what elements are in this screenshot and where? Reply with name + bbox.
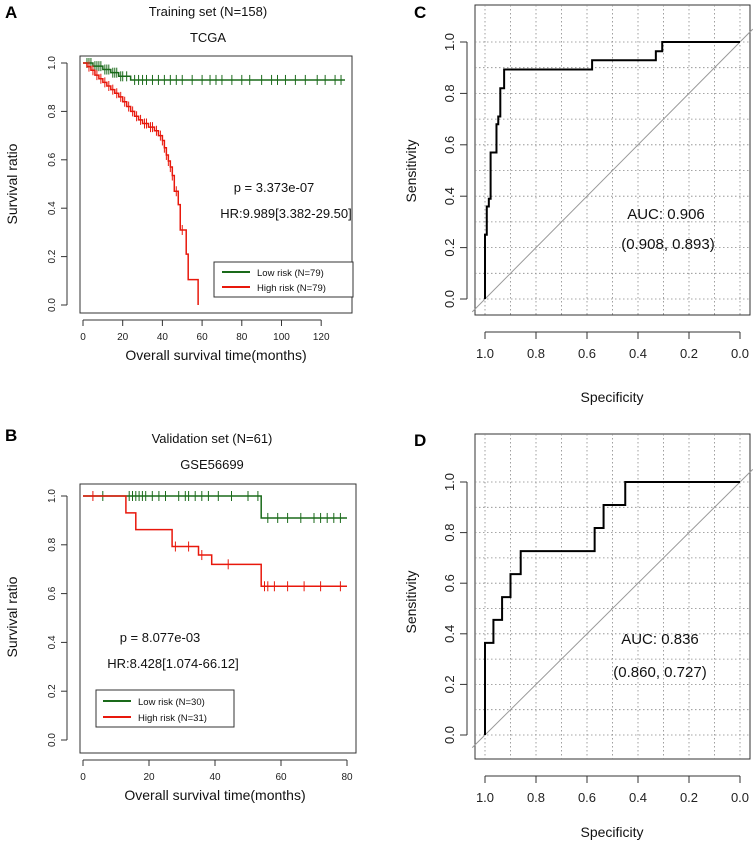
panel-b-legend: Low risk (N=30) High risk (N=31) — [95, 689, 235, 728]
panel-a-ylabel: Survival ratio — [4, 143, 20, 224]
panel-a-plot-frame — [79, 55, 353, 314]
panel-a-pvalue: p = 3.373e-07 — [234, 180, 315, 195]
panel-d-xtick-label: 0.8 — [527, 790, 545, 805]
panel-b-xtick-label: 0 — [80, 772, 86, 783]
panel-c: C 1.0 0.8 0.6 0.4 0.2 0.0 0.0 0.2 0.4 0.6 0.8 1.0 S… — [403, 3, 754, 405]
panel-b-plot-frame — [79, 483, 357, 754]
panel-c-roc-curve — [484, 41, 740, 299]
panel-b-ytick-label: 0.6 — [47, 586, 58, 600]
panel-d-xtick-label: 0.4 — [629, 790, 647, 805]
panel-b-xtick-label: 40 — [209, 772, 221, 783]
panel-c-auc-ci: (0.908, 0.893) — [621, 236, 714, 253]
panel-c-xtick-label: 0.2 — [680, 346, 698, 361]
panel-a-xtick-label: 40 — [157, 332, 169, 343]
panel-d-ytick-label: 0.0 — [442, 726, 457, 744]
panel-d-ytick-label: 0.2 — [442, 675, 457, 693]
panel-a-ytick-label: 0.2 — [47, 249, 58, 263]
panel-c-xlabel: Specificity — [580, 389, 643, 405]
panel-a-ytick-label: 0.0 — [47, 298, 58, 312]
panel-b-title: Validation set (N=61) — [152, 431, 273, 446]
panel-a-high-risk-curve — [83, 62, 199, 305]
panel-a-xtick-label: 80 — [236, 332, 248, 343]
panel-d-ytick-label: 0.4 — [442, 625, 457, 643]
panel-a-ytick-label: 0.6 — [47, 152, 58, 166]
panel-c-ytick-label: 0.6 — [442, 136, 457, 154]
panel-a-xtick-label: 20 — [117, 332, 129, 343]
panel-b-high-risk-curve — [83, 495, 347, 588]
panel-b-ylabel: Survival ratio — [4, 576, 20, 657]
panel-c-xtick-label: 0.8 — [527, 346, 545, 361]
panel-a-ytick-label: 0.4 — [47, 201, 58, 215]
panel-d-auc: AUC: 0.836 — [621, 631, 699, 648]
panel-c-xtick-label: 0.0 — [731, 346, 749, 361]
panel-a-subtitle: TCGA — [190, 30, 226, 45]
panel-a-ytick-label: 1.0 — [47, 56, 58, 70]
panel-a-ytick-label: 0.8 — [47, 104, 58, 118]
panel-a-xtick-label: 60 — [197, 332, 209, 343]
panel-b-pvalue: p = 8.077e-03 — [120, 630, 201, 645]
panel-a-xtick-label: 100 — [273, 332, 290, 343]
panel-b-ytick-label: 0.2 — [47, 684, 58, 698]
panel-b-xtick-label: 20 — [143, 772, 155, 783]
panel-d-reference-diagonal — [471, 468, 754, 749]
panel-a-legend-box — [213, 261, 354, 298]
panel-c-ytick-label: 0.2 — [442, 239, 457, 257]
panel-a: A Training set (N=158) TCGA 0 20 40 60 80 100… — [4, 3, 354, 363]
panel-c-xtick-label: 0.4 — [629, 346, 647, 361]
panel-b-legend-box — [95, 689, 235, 728]
panel-b-ytick-label: 1.0 — [47, 489, 58, 503]
panel-c-reference-diagonal — [471, 28, 754, 313]
panel-c-ytick-label: 0.8 — [442, 84, 457, 102]
panel-b-legend-high: High risk (N=31) — [138, 713, 207, 724]
panel-c-xtick-label: 0.6 — [578, 346, 596, 361]
panel-d-roc-curve — [484, 481, 740, 735]
panel-d-xtick-label: 1.0 — [476, 790, 494, 805]
panel-d-ytick-label: 0.8 — [442, 524, 457, 542]
panel-d-ylabel: Sensitivity — [403, 570, 419, 633]
panel-d-ytick-label: 0.6 — [442, 574, 457, 592]
panel-b-letter: B — [5, 426, 17, 445]
panel-a-letter: A — [5, 3, 17, 22]
panel-a-title: Training set (N=158) — [149, 4, 267, 19]
panel-d-auc-ci: (0.860, 0.727) — [613, 664, 706, 681]
panel-a-xlabel: Overall survival time(months) — [125, 347, 306, 363]
panel-c-ytick-label: 0.0 — [442, 290, 457, 308]
panel-a-xtick-label: 120 — [313, 332, 330, 343]
panel-d-letter: D — [414, 431, 426, 450]
panel-d: D 1.0 0.8 0.6 0.4 0.2 0.0 0.0 0.2 0.4 0.6 0.8 1.0 S… — [403, 431, 754, 840]
panel-a-legend-high: High risk (N=79) — [257, 283, 326, 294]
panel-c-letter: C — [414, 3, 426, 22]
panel-a-legend-low: Low risk (N=79) — [257, 268, 324, 279]
panel-b-ytick-label: 0.8 — [47, 537, 58, 551]
panel-a-xtick-label: 0 — [80, 332, 86, 343]
panel-d-xtick-label: 0.6 — [578, 790, 596, 805]
panel-c-ylabel: Sensitivity — [403, 139, 419, 202]
panel-c-auc: AUC: 0.906 — [627, 206, 705, 223]
panel-b: B Validation set (N=61) GSE56699 0 20 40 60… — [4, 426, 357, 803]
panel-d-ytick-label: 1.0 — [442, 473, 457, 491]
panel-b-xlabel: Overall survival time(months) — [124, 787, 305, 803]
panel-d-xlabel: Specificity — [580, 824, 643, 840]
panel-b-legend-low: Low risk (N=30) — [138, 697, 205, 708]
panel-d-xtick-label: 0.0 — [731, 790, 749, 805]
panel-c-ytick-label: 0.4 — [442, 187, 457, 205]
panel-a-hazard-ratio: HR:9.989[3.382-29.50] — [220, 206, 352, 221]
panel-c-xtick-label: 1.0 — [476, 346, 494, 361]
panel-b-ytick-label: 0.4 — [47, 635, 58, 649]
panel-a-legend: Low risk (N=79) High risk (N=79) — [213, 261, 354, 298]
panel-c-plot-frame — [474, 4, 751, 316]
panel-b-xtick-label: 80 — [341, 772, 353, 783]
panel-d-xtick-label: 0.2 — [680, 790, 698, 805]
panel-b-xtick-label: 60 — [275, 772, 287, 783]
panel-b-subtitle: GSE56699 — [180, 457, 244, 472]
panel-b-ytick-label: 0.0 — [47, 733, 58, 747]
panel-b-low-risk-curve — [83, 495, 347, 519]
panel-b-hazard-ratio: HR:8.428[1.074-66.12] — [107, 656, 239, 671]
panel-c-ytick-label: 1.0 — [442, 33, 457, 51]
